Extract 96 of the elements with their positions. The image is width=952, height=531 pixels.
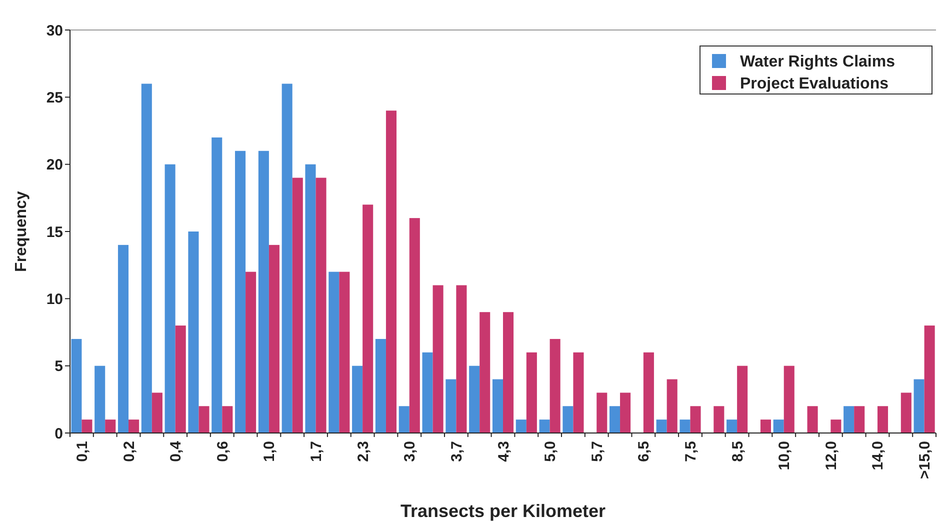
bar [446, 379, 456, 433]
bar [152, 392, 162, 433]
x-tick-label: 4,3 [495, 441, 512, 462]
bar [128, 420, 140, 433]
x-tick-label: 5,0 [542, 441, 560, 462]
bar [105, 420, 116, 433]
x-tick-label: 7,5 [682, 441, 700, 462]
bar [268, 244, 280, 433]
bar [118, 244, 129, 433]
bar [680, 420, 690, 433]
bar [924, 326, 935, 433]
bar [609, 406, 620, 433]
bar [352, 366, 363, 433]
bar [854, 406, 865, 433]
bar [620, 392, 631, 433]
bar [198, 406, 210, 433]
bar [726, 420, 738, 433]
bar [235, 150, 246, 433]
x-tick-label: 0,4 [168, 440, 185, 462]
bar [175, 326, 186, 433]
bar [305, 164, 316, 433]
bar [222, 406, 233, 433]
x-tick-label: 3,7 [448, 441, 466, 462]
bar [292, 178, 303, 433]
bar [422, 352, 433, 433]
x-tick-label: 0,2 [120, 441, 138, 462]
legend-label: Project Evaluations [740, 76, 889, 93]
bar [432, 285, 444, 433]
x-tick-label: 0,6 [214, 441, 232, 462]
x-tick-label: 14,0 [870, 441, 887, 470]
bar [737, 366, 748, 433]
bar [503, 312, 514, 433]
y-tick-label: 20 [46, 156, 63, 174]
bar [877, 406, 888, 433]
x-tick-label: 8,5 [729, 441, 746, 462]
bar [258, 150, 269, 433]
bar [480, 312, 490, 433]
x-tick-label: 6,5 [636, 441, 653, 462]
bar [690, 406, 701, 433]
bar [456, 285, 467, 433]
bar [141, 84, 152, 433]
x-tick-label: 2,3 [354, 441, 372, 462]
bar [773, 420, 784, 433]
bar [316, 178, 326, 433]
y-tick-label: 5 [54, 358, 63, 376]
bar [82, 420, 92, 433]
x-axis-title: Transects per Kilometer [400, 501, 606, 521]
bar [94, 366, 106, 433]
legend-label: Water Rights Claims [740, 54, 896, 71]
bar [643, 352, 654, 433]
y-tick-label: 25 [46, 89, 63, 106]
bar [914, 379, 924, 433]
bar [760, 420, 771, 433]
bar [656, 420, 667, 433]
y-tick-label: 10 [46, 290, 63, 308]
bar [71, 338, 82, 433]
bar [807, 406, 818, 433]
x-tick-label: 10,0 [776, 441, 794, 470]
x-tick-label: 3,0 [402, 441, 419, 462]
bar [562, 406, 574, 433]
bar [596, 392, 608, 433]
x-tick-label: 1,0 [261, 441, 278, 462]
bar [188, 232, 199, 433]
bar [282, 84, 292, 433]
x-tick-label: 5,7 [588, 441, 606, 462]
x-tick-label: 12,0 [822, 441, 840, 470]
bar [573, 352, 584, 433]
bar [212, 137, 222, 433]
bar [375, 338, 386, 433]
x-tick-label: 0,1 [74, 441, 91, 462]
bar [328, 272, 340, 433]
bar [398, 406, 410, 433]
x-tick-label: 1,7 [308, 441, 326, 462]
bar [246, 272, 256, 433]
bar [492, 379, 503, 433]
x-tick-label: >15,0 [916, 441, 934, 479]
bar [386, 110, 397, 433]
bar [339, 272, 350, 433]
bar [550, 338, 560, 433]
bar [784, 366, 794, 433]
bar [469, 366, 480, 433]
bar [516, 420, 526, 433]
bar [539, 420, 550, 433]
bar [900, 392, 912, 433]
bar [526, 352, 537, 433]
bar [409, 218, 420, 433]
y-tick-label: 30 [46, 22, 63, 40]
bar [666, 379, 678, 433]
y-tick-label: 0 [54, 425, 63, 442]
y-axis-title: Frequency [13, 190, 30, 272]
bar [164, 164, 176, 433]
bar [830, 420, 842, 433]
bar [714, 406, 724, 433]
y-tick-label: 15 [46, 224, 63, 241]
bar [844, 406, 854, 433]
bar [362, 204, 374, 433]
